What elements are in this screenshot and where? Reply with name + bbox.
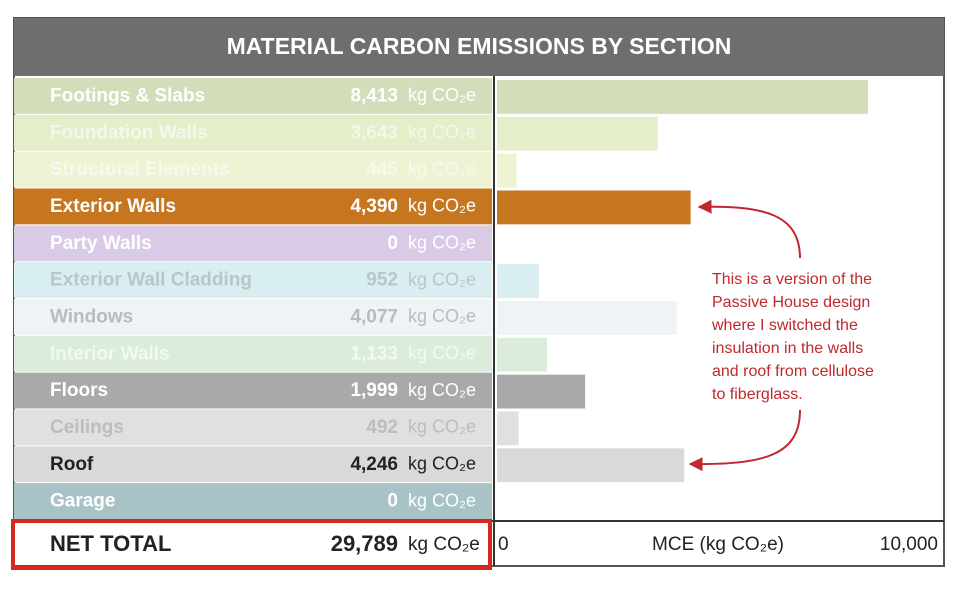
- row-background: [14, 188, 492, 225]
- category-label: Windows: [50, 306, 133, 327]
- row-background: [14, 372, 492, 409]
- value-label: 492: [366, 417, 398, 438]
- x-axis-label: MCE (kg CO₂e): [652, 534, 784, 555]
- bar: [497, 153, 517, 188]
- unit-label: kg CO₂e: [408, 233, 476, 253]
- annotation-line: to fiberglass.: [712, 386, 803, 403]
- value-label: 4,246: [350, 454, 398, 475]
- value-label: 1,133: [350, 343, 398, 364]
- value-label: 4,077: [350, 306, 398, 327]
- value-label: 4,390: [350, 196, 398, 217]
- bar: [497, 448, 685, 483]
- unit-label: kg CO₂e: [408, 490, 476, 510]
- annotation-line: where I switched the: [711, 317, 858, 334]
- annotation-line: This is a version of the: [712, 271, 872, 288]
- total-highlight: [11, 519, 492, 570]
- category-label: Foundation Walls: [50, 122, 208, 143]
- annotation: This is a version of the Passive House de…: [711, 271, 874, 403]
- category-label: Interior Walls: [50, 343, 170, 364]
- row-background: [14, 409, 492, 446]
- total-label: NET TOTAL: [50, 531, 171, 556]
- x-tick-label: 0: [498, 534, 509, 555]
- unit-label: kg CO₂e: [408, 306, 476, 326]
- category-label: Ceilings: [50, 417, 124, 438]
- unit-label: kg CO₂e: [408, 85, 476, 105]
- row-background: [14, 446, 492, 483]
- unit-label: kg CO₂e: [408, 196, 476, 216]
- bar: [497, 411, 519, 446]
- row-background: [14, 225, 492, 262]
- category-label: Party Walls: [50, 233, 152, 254]
- annotation-line: insulation in the walls: [712, 340, 863, 357]
- category-label: Exterior Walls: [50, 196, 176, 217]
- chart-title: MATERIAL CARBON EMISSIONS BY SECTION: [227, 33, 732, 59]
- value-label: 1,999: [350, 380, 398, 401]
- total-value: 29,789: [331, 531, 398, 556]
- bar: [497, 301, 677, 335]
- row-background: [14, 483, 492, 519]
- unit-label: kg CO₂e: [408, 380, 476, 400]
- rows: Footings & Slabs 8,413 kg CO₂e Foundation W…: [14, 78, 869, 519]
- x-tick-label: 10,000: [880, 534, 938, 555]
- value-label: 445: [366, 159, 398, 180]
- annotation-line: Passive House design: [712, 294, 870, 311]
- category-label: Structural Elements: [50, 159, 230, 180]
- bar: [497, 190, 691, 225]
- category-label: Footings & Slabs: [50, 85, 205, 106]
- annotation-arrow: [697, 199, 801, 259]
- bar: [497, 374, 586, 409]
- row-background: [14, 262, 492, 298]
- unit-label: kg CO₂e: [408, 343, 476, 363]
- row-background: [14, 78, 492, 114]
- row-background: [14, 335, 492, 372]
- bar: [497, 264, 539, 298]
- total-unit: kg CO₂e: [408, 534, 480, 555]
- value-label: 3,643: [350, 122, 398, 143]
- unit-label: kg CO₂e: [408, 122, 476, 142]
- value-label: 0: [387, 233, 398, 254]
- row-background: [14, 299, 492, 335]
- bar: [497, 80, 869, 114]
- category-label: Garage: [50, 491, 115, 512]
- bar: [497, 337, 547, 372]
- value-label: 0: [387, 491, 398, 512]
- unit-label: kg CO₂e: [408, 269, 476, 289]
- row-background: [14, 151, 492, 188]
- annotation-line: and roof from cellulose: [712, 363, 874, 380]
- title-bar: [14, 18, 944, 76]
- annotation-arrow: [688, 409, 801, 472]
- unit-label: kg CO₂e: [408, 454, 476, 474]
- category-label: Exterior Wall Cladding: [50, 270, 252, 291]
- row-background: [14, 114, 492, 151]
- category-label: Floors: [50, 380, 108, 401]
- bar: [497, 116, 658, 151]
- value-label: 8,413: [350, 85, 398, 106]
- unit-label: kg CO₂e: [408, 159, 476, 179]
- value-label: 952: [366, 270, 398, 291]
- category-label: Roof: [50, 454, 94, 475]
- unit-label: kg CO₂e: [408, 417, 476, 437]
